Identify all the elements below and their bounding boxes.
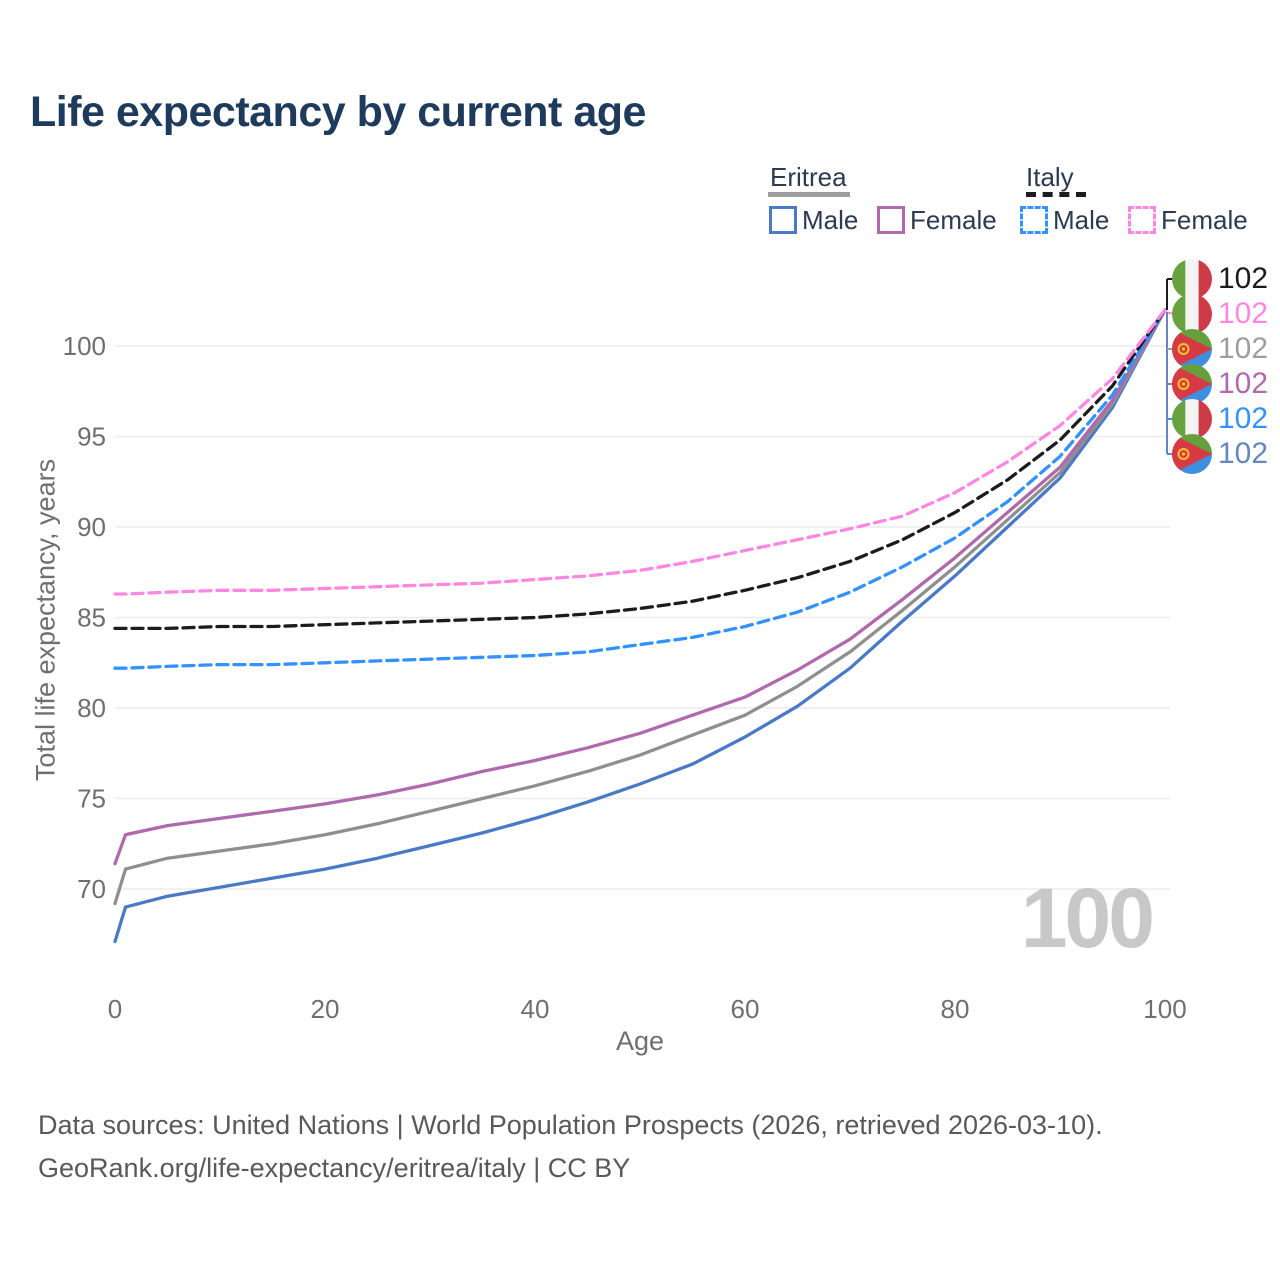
x-tick-label: 100 [1143,994,1186,1024]
italy-flag-icon [1172,399,1212,439]
end-label-row-italy-female: 102 [1172,294,1268,334]
x-tick-label: 60 [731,994,760,1024]
italy-male-swatch-icon [1020,206,1048,234]
legend-item-eritrea-male[interactable]: Male [769,204,859,235]
legend-item-italy-male[interactable]: Male [1020,204,1110,235]
end-label-row-eritrea: 102 [1172,329,1268,369]
y-axis-title: Total life expectancy, years [30,458,61,782]
legend-group-eritrea-label[interactable]: Eritrea [770,162,847,192]
page-title: Life expectancy by current age [30,88,646,136]
end-label-value: 102 [1218,367,1269,400]
legend-italy-line-swatch [1026,192,1086,197]
y-tick-label: 85 [77,603,106,633]
end-label-row-eritrea-female: 102 [1172,364,1268,404]
y-tick-label: 95 [77,422,106,452]
legend-item-label: Female [1161,204,1248,235]
end-label-value: 102 [1218,262,1269,295]
series-line-italy-male[interactable] [113,308,1167,670]
footer: Data sources: United Nations | World Pop… [38,1104,1103,1190]
italy-flag-icon [1172,259,1212,299]
eritrea-female-swatch-icon [877,206,905,234]
x-tick-label: 80 [941,994,970,1024]
series-line-italy-female[interactable] [113,308,1167,596]
y-tick-label: 80 [77,693,106,723]
series-line-italy-overall[interactable] [113,308,1167,631]
legend-group-italy-label[interactable]: Italy [1026,162,1074,192]
data-sources-line: Data sources: United Nations | World Pop… [38,1110,1103,1140]
eritrea-flag-icon [1172,434,1212,474]
x-tick-label: 40 [521,994,550,1024]
legend-item-label: Female [910,204,997,235]
y-tick-label: 75 [77,784,106,814]
y-tick-label: 90 [77,512,106,542]
legend-eritrea-line-swatch [768,192,850,197]
end-label-value: 102 [1218,297,1269,330]
series-line-eritrea-overall[interactable] [113,308,1167,906]
y-tick-label: 100 [63,331,106,361]
end-label-value: 102 [1218,437,1269,470]
legend-item-eritrea-female[interactable]: Female [877,204,997,235]
y-tick-label: 70 [77,874,106,904]
end-label-value: 102 [1218,332,1269,365]
italy-flag-icon [1172,294,1212,334]
legend-item-label: Male [802,204,859,235]
attribution-line: GeoRank.org/life-expectancy/eritrea/ital… [38,1153,631,1183]
current-age-watermark: 100 [1020,871,1155,965]
end-label-row-eritrea-male: 102 [1172,434,1268,474]
end-label-value: 102 [1218,402,1269,435]
eritrea-male-swatch-icon [769,206,797,234]
legend-item-label: Male [1053,204,1110,235]
eritrea-flag-icon [1172,329,1212,369]
eritrea-flag-icon [1172,364,1212,404]
x-axis-title: Age [615,1026,665,1056]
italy-female-swatch-icon [1128,206,1156,234]
x-tick-label: 20 [311,994,340,1024]
series-line-eritrea-male[interactable] [113,308,1167,944]
end-label-row-italy-male: 102 [1172,399,1268,439]
series-line-eritrea-female[interactable] [113,308,1167,866]
x-tick-label: 0 [108,994,122,1024]
end-label-row-italy: 102 [1172,259,1268,299]
legend-item-italy-female[interactable]: Female [1128,204,1248,235]
